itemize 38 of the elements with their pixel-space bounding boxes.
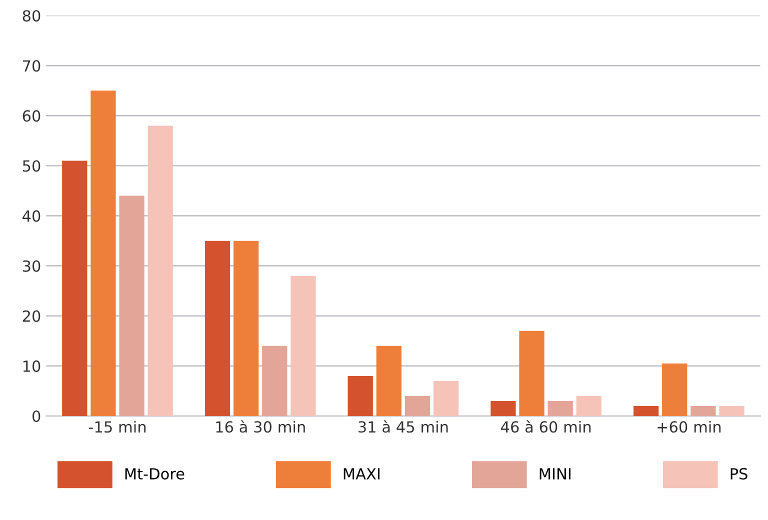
bar <box>404 396 430 416</box>
bar <box>490 400 516 416</box>
bar <box>119 196 144 416</box>
y-tick-label: 40 <box>22 210 40 222</box>
bar <box>204 240 230 416</box>
bar <box>519 330 544 416</box>
y-tick-label: 30 <box>22 260 40 272</box>
y-tick-label: 10 <box>23 360 40 372</box>
y-tick-label: 80 <box>22 10 40 22</box>
y-tick-label: 70 <box>23 60 40 72</box>
legend-label: MAXI <box>344 468 380 480</box>
x-tick-label: 46 à 60 min <box>500 420 591 433</box>
y-tick-label: 20 <box>22 310 40 322</box>
y-tick-label: 60 <box>22 110 40 122</box>
bar <box>376 346 402 416</box>
y-tick-label: 0 <box>32 410 40 422</box>
legend-label: Mt-Dore <box>125 468 184 480</box>
x-tick-label: -15 min <box>88 420 146 433</box>
bar <box>233 240 259 416</box>
bar <box>690 406 716 416</box>
bar <box>62 160 88 416</box>
bar <box>290 276 316 416</box>
legend-label: PS <box>730 468 748 480</box>
x-tick-label: 16 à 30 min <box>216 420 305 433</box>
bar <box>548 400 573 416</box>
bar <box>633 406 659 416</box>
bar <box>348 376 373 416</box>
legend-label: MINI <box>540 468 570 480</box>
x-tick-label: 31 à 45 min <box>358 420 448 433</box>
bar <box>262 346 288 416</box>
bar <box>90 90 116 416</box>
y-tick-label: 50 <box>22 160 40 172</box>
bar <box>433 380 459 416</box>
bar <box>576 396 602 416</box>
x-tick-label: +60 min <box>658 420 721 433</box>
bar <box>719 406 744 416</box>
bar <box>662 363 688 416</box>
bar <box>148 126 173 416</box>
